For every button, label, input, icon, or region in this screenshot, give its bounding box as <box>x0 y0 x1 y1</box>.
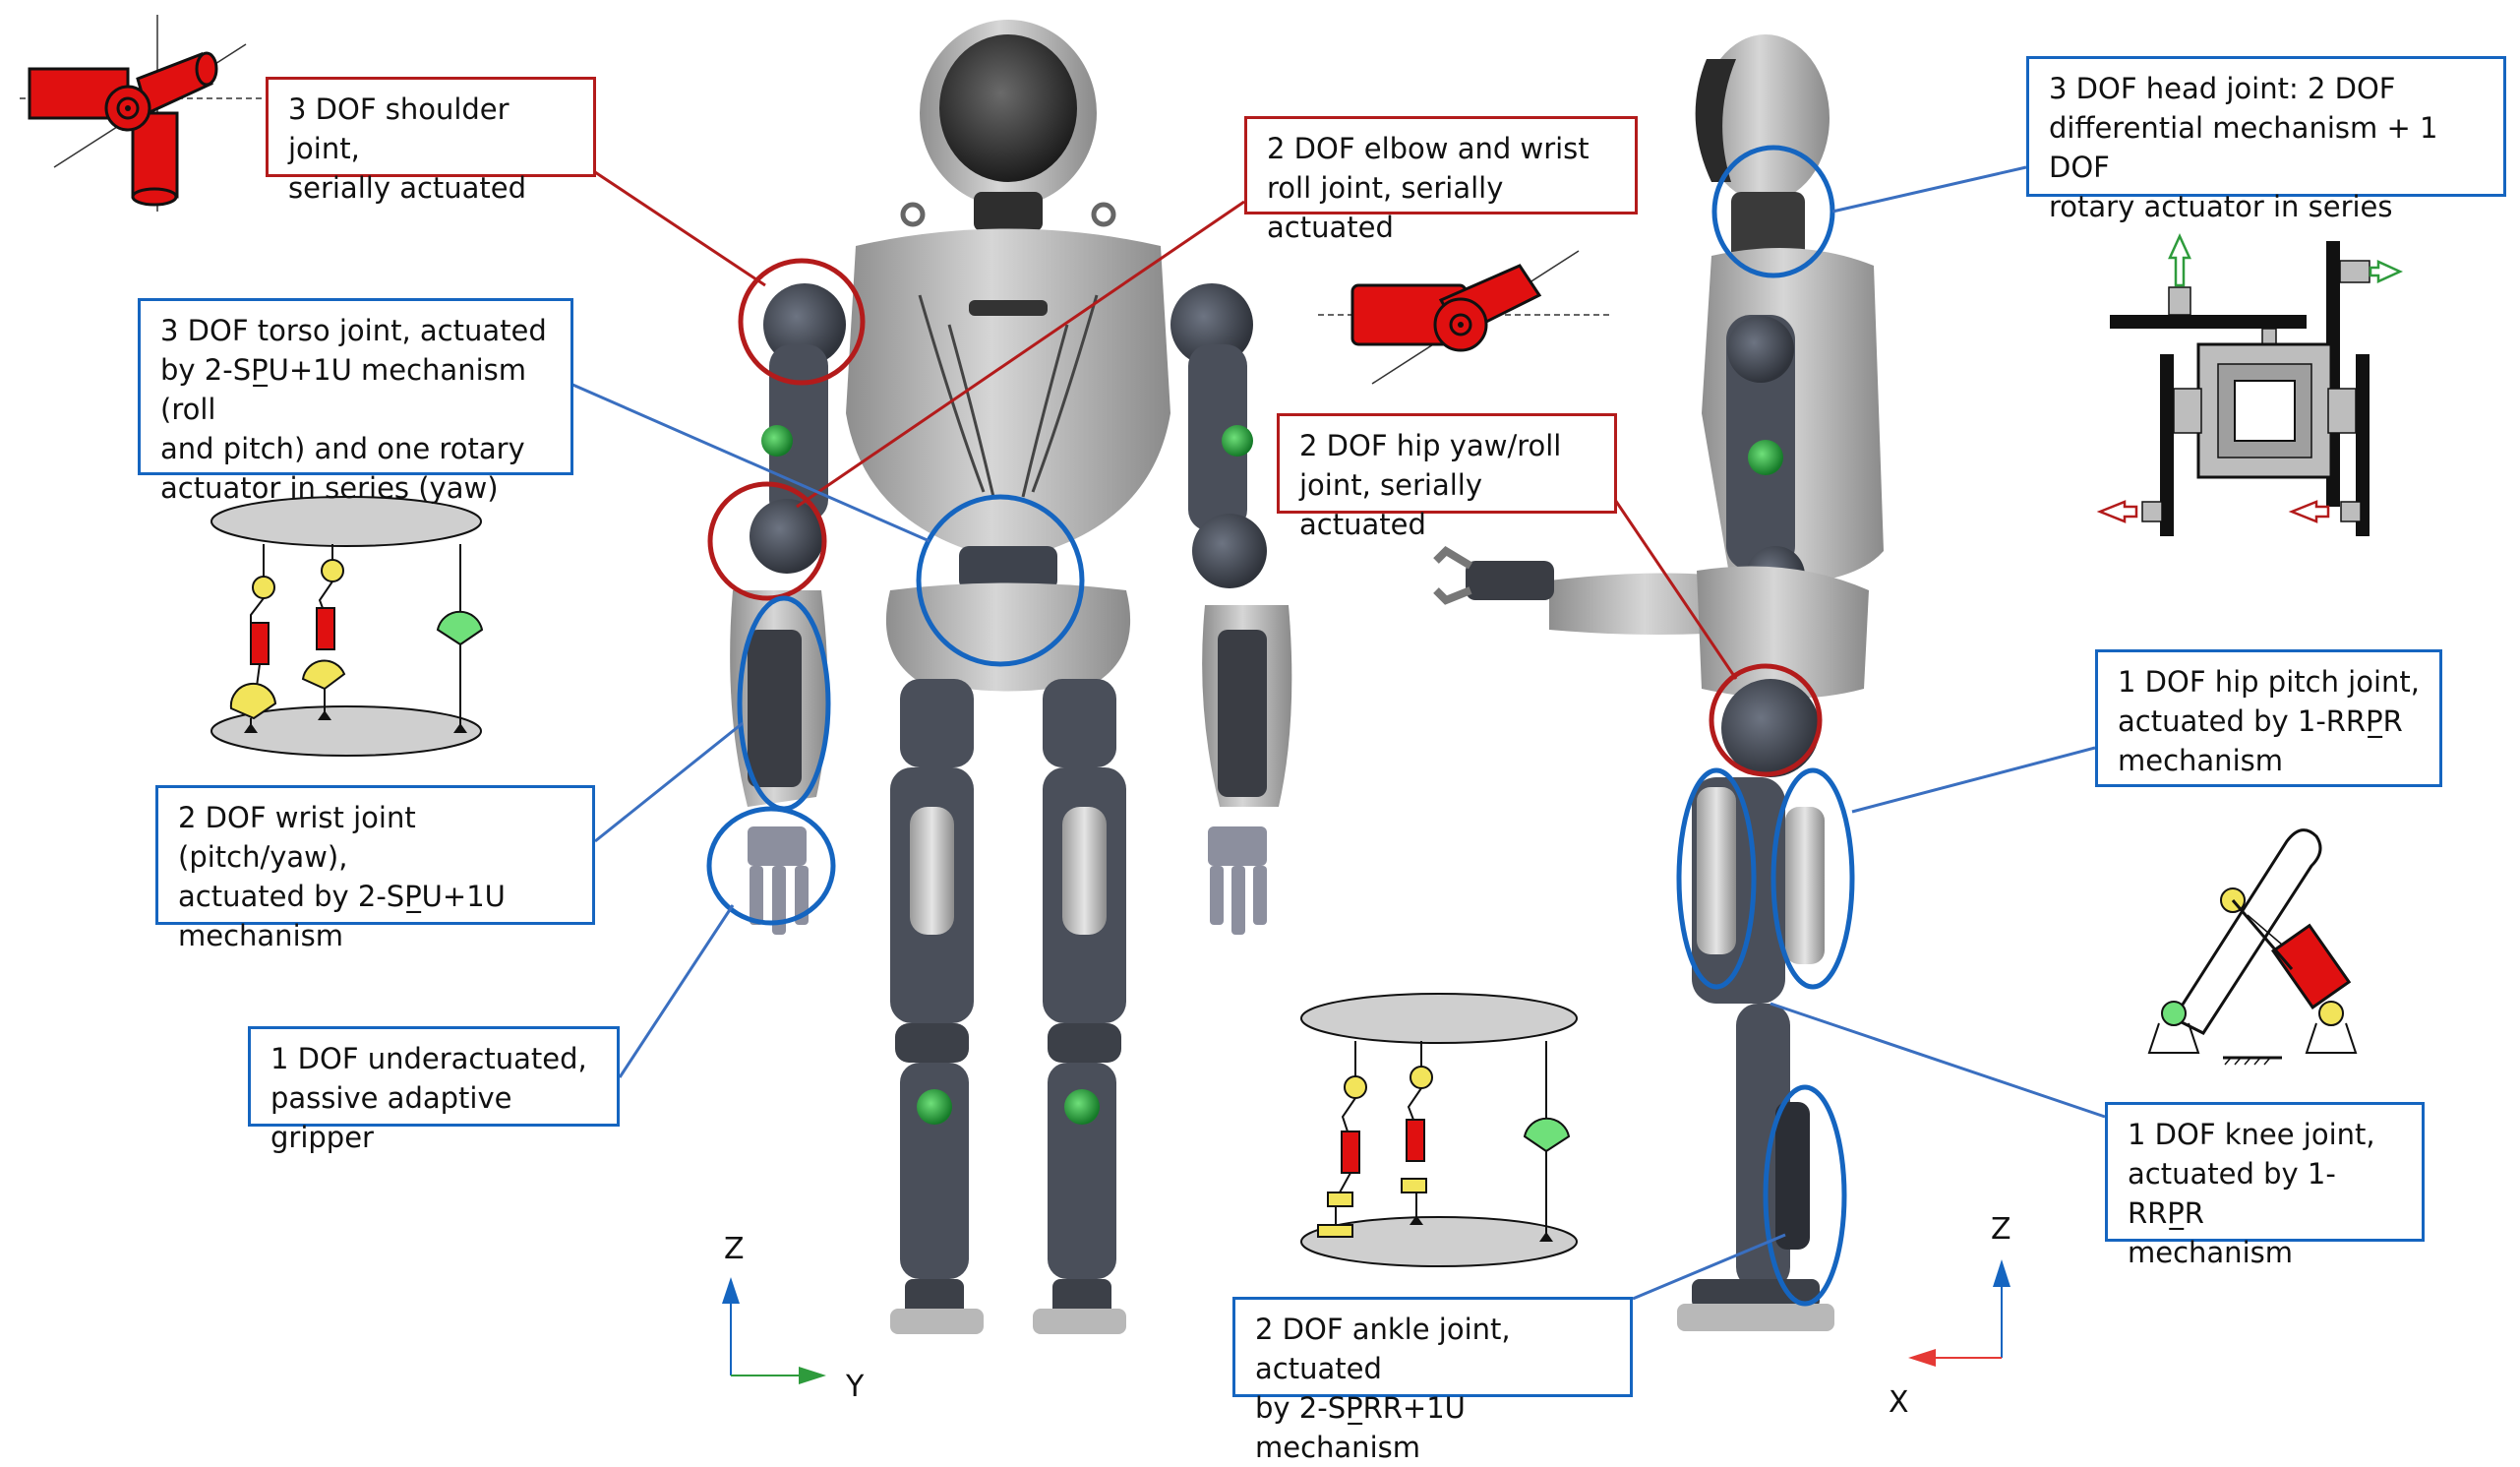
front-left-leg <box>890 679 984 1334</box>
robot-torso <box>846 228 1170 561</box>
left-gripper <box>748 826 809 935</box>
left-shoulder-motor <box>763 283 846 366</box>
shoulder-kinematic-icon <box>20 15 266 212</box>
hip-yaw-callout: 2 DOF hip yaw/roll joint, serially actua… <box>1277 413 1617 541</box>
diagram-canvas <box>20 15 2404 1384</box>
elbow-callout: 2 DOF elbow and wrist roll joint, serial… <box>1244 116 1638 244</box>
elbow-kinematic-icon <box>1318 250 1613 385</box>
torso-joint-circle <box>916 494 1085 667</box>
robot-neck <box>974 192 1043 231</box>
right-shoulder-motor <box>1170 283 1253 366</box>
wrist-callout: 2 DOF wrist joint (pitch/yaw), actuated … <box>155 785 595 952</box>
knee-callout: 1 DOF knee joint, actuated by 1-RRP̲R me… <box>2105 1102 2425 1269</box>
hip-yaw-circle <box>1709 663 1823 777</box>
gripper-circle <box>706 806 836 926</box>
robot-pelvis <box>885 582 1131 692</box>
side-axes <box>1908 1259 2010 1367</box>
hip-pitch-circle-1 <box>1676 767 1757 990</box>
elbow-joint-circle <box>707 481 827 601</box>
side-view-robot <box>1433 34 1884 1331</box>
front-axis-z-label: Z <box>724 1232 745 1266</box>
rrpr-schematic <box>2147 828 2358 1066</box>
front-axes <box>722 1277 826 1384</box>
shoulder-joint-circle <box>738 258 866 386</box>
ankle-parallel-mechanism <box>1300 993 1578 1267</box>
gripper-callout: 1 DOF underactuated, passive adaptive gr… <box>248 1026 620 1154</box>
side-axis-z-label: Z <box>1991 1212 2011 1247</box>
side-axis-x-label: X <box>1889 1385 1909 1420</box>
ankle-circle <box>1763 1084 1847 1307</box>
head-callout: 3 DOF head joint: 2 DOF differential mec… <box>2026 56 2506 223</box>
shoulder-callout: 3 DOF shoulder joint, serially actuated <box>266 77 596 205</box>
front-right-leg <box>1033 679 1126 1334</box>
right-gripper <box>1208 826 1267 935</box>
side-head <box>1702 34 1830 202</box>
robot-visor <box>939 34 1077 182</box>
head-differential-schematic <box>2096 232 2404 536</box>
front-axis-y-label: Y <box>846 1370 865 1404</box>
front-view-robot <box>730 20 1292 1334</box>
torso-callout: 3 DOF torso joint, actuated by 2-SP̲U+1U… <box>138 298 573 505</box>
hip-pitch-circle-2 <box>1770 767 1855 990</box>
humanoid-robot-diagram: 3 DOF shoulder joint, serially actuated … <box>20 15 2506 1464</box>
torso-parallel-mechanism <box>210 496 484 757</box>
side-gripper <box>1433 545 1473 605</box>
ankle-callout: 2 DOF ankle joint, actuated by 2-SP̲RR+1… <box>1232 1297 1633 1464</box>
hip-pitch-callout: 1 DOF hip pitch joint, actuated by 1-RRP… <box>2095 649 2442 787</box>
